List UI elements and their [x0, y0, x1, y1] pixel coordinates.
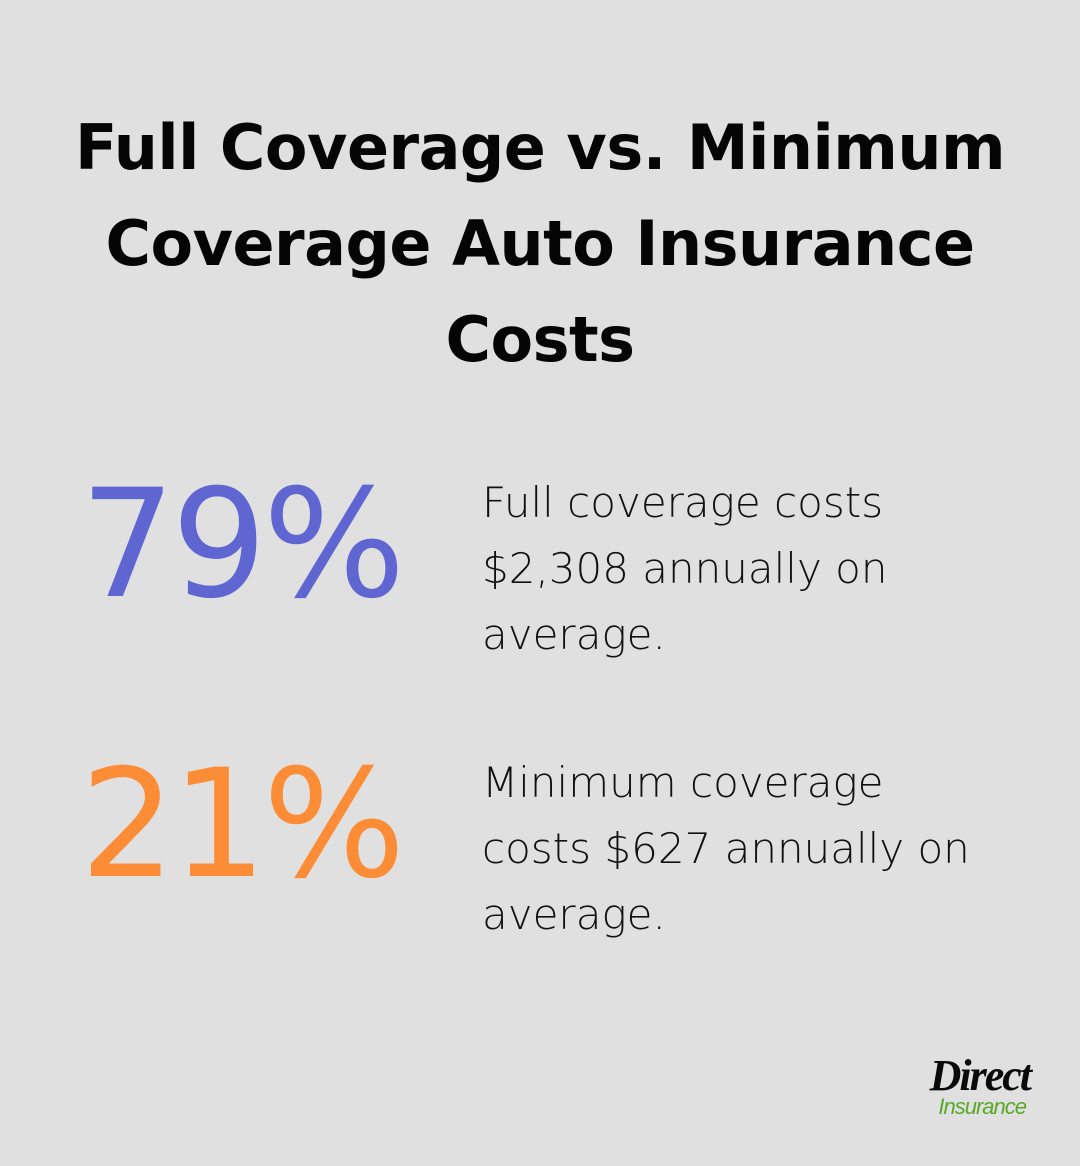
logo-insurance-text: Insurance — [938, 1094, 1027, 1119]
stat-value-minimum: 21% — [80, 738, 405, 912]
logo-direct-text: Direct — [929, 1051, 1032, 1100]
infographic-title: Full Coverage vs. Minimum Coverage Auto … — [74, 111, 1006, 376]
stat-text-full: Full coverage costs $2,308 annually on a… — [482, 478, 888, 659]
stat-value-full: 79% — [80, 458, 405, 632]
stat-text-minimum: Minimum coverage costs $627 annually on … — [482, 758, 970, 939]
direct-insurance-logo: Direct Insurance — [876, 1054, 1036, 1124]
